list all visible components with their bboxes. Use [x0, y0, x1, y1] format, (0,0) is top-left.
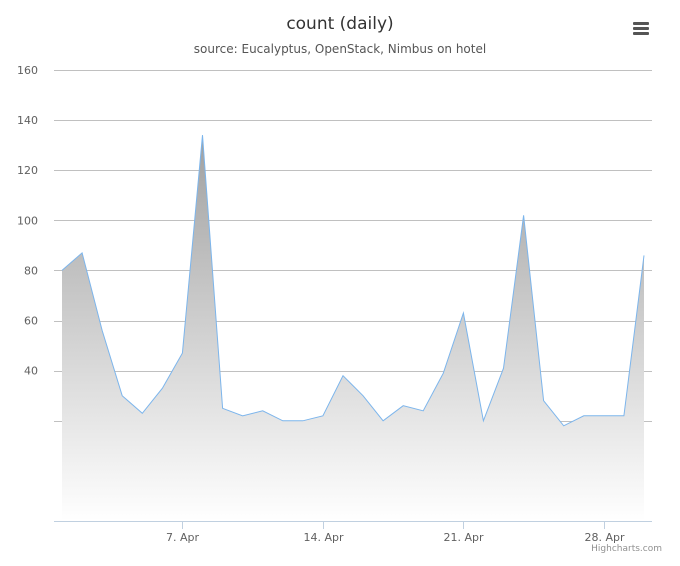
- credits-link[interactable]: Highcharts.com: [591, 544, 662, 554]
- axes: [54, 521, 652, 529]
- context-menu-button[interactable]: [628, 18, 654, 40]
- series-line[interactable]: [61, 135, 645, 427]
- y-tick-label: 120: [17, 164, 38, 177]
- x-tick-label: 21. Apr: [443, 531, 483, 544]
- series-area: [61, 135, 645, 521]
- x-tick-label: 7. Apr: [166, 531, 199, 544]
- chart-title: count (daily): [286, 14, 394, 34]
- y-tick-label: 40: [24, 365, 38, 378]
- grid-lines: [54, 70, 652, 422]
- series-area-fill: [62, 135, 644, 521]
- tick-labels: 40 60 80 100 120 140 160 7. Apr 14. Apr 21. Apr 28…: [17, 64, 625, 544]
- y-tick-label: 140: [17, 114, 38, 127]
- x-tick-label: 28. Apr: [584, 531, 624, 544]
- y-tick-label: 60: [24, 315, 38, 328]
- x-tick-label: 14. Apr: [303, 531, 343, 544]
- y-tick-label: 80: [24, 264, 38, 277]
- y-tick-label: 160: [17, 64, 38, 77]
- chart-subtitle: source: Eucalyptus, OpenStack, Nimbus on…: [193, 42, 487, 56]
- y-tick-label: 100: [17, 214, 38, 227]
